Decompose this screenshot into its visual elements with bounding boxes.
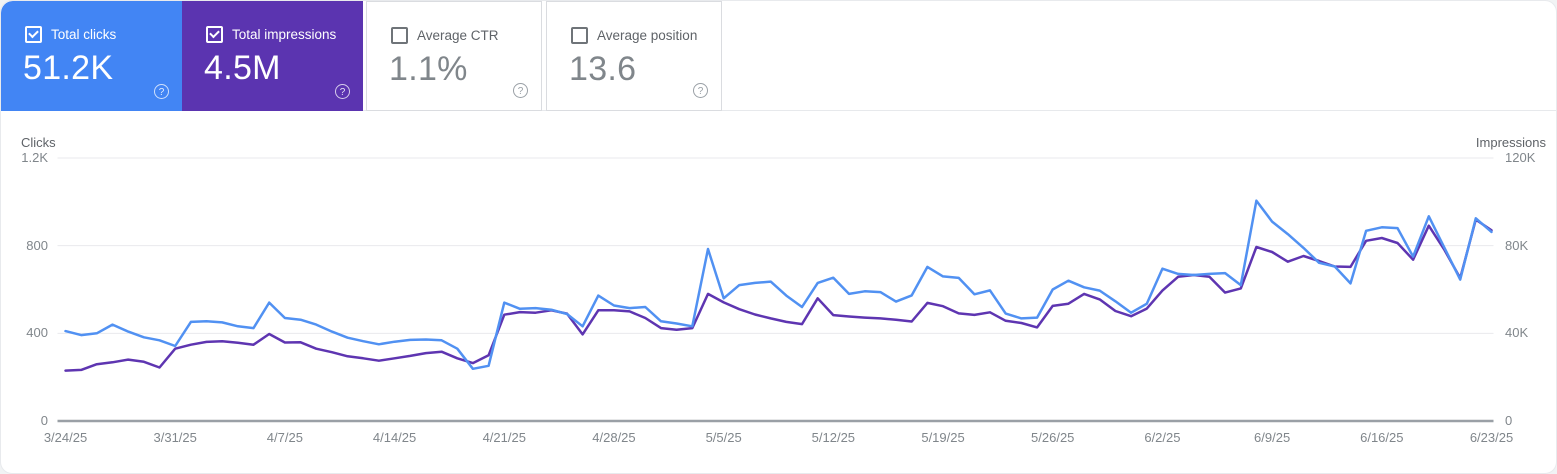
right-axis-tick: 40K (1505, 325, 1529, 341)
metric-card-total-clicks[interactable]: Total clicks 51.2K ? (1, 1, 182, 111)
right-axis-title: Impressions (1475, 135, 1546, 150)
metric-cards-row: Total clicks 51.2K ? Total impressions 4… (1, 1, 1556, 111)
x-axis-date-tick: 3/24/25 (43, 430, 88, 445)
x-axis-date-tick: 4/14/25 (372, 430, 417, 445)
average-position-checkbox[interactable] (571, 27, 588, 44)
left-axis-title: Clicks (21, 135, 56, 150)
metric-card-label: Total impressions (232, 27, 337, 42)
average-ctr-value: 1.1% (389, 50, 468, 88)
right-axis-tick: 0 (1505, 413, 1513, 428)
help-icon[interactable]: ? (335, 84, 350, 99)
right-axis-tick: 80K (1505, 237, 1529, 253)
total-impressions-checkbox[interactable] (206, 26, 223, 43)
left-axis-tick: 800 (26, 237, 48, 253)
x-axis-date-tick: 5/5/25 (705, 430, 742, 445)
x-axis-date-tick: 4/7/25 (266, 430, 303, 445)
metric-card-label: Total clicks (51, 27, 117, 42)
help-icon[interactable]: ? (154, 84, 169, 99)
help-icon[interactable]: ? (513, 83, 528, 98)
help-icon[interactable]: ? (693, 83, 708, 98)
x-axis-date-tick: 6/23/25 (1469, 430, 1514, 445)
x-axis-date-tick: 5/26/25 (1031, 430, 1075, 445)
left-axis-tick: 0 (40, 413, 48, 428)
x-axis-date-tick: 6/16/25 (1360, 430, 1404, 445)
total-impressions-value: 4.5M (204, 49, 281, 87)
x-axis-date-tick: 4/21/25 (482, 430, 526, 445)
metric-card-average-position[interactable]: Average position 13.6 ? (546, 1, 722, 111)
metric-card-label: Average CTR (417, 28, 499, 43)
average-position-value: 13.6 (569, 50, 637, 88)
impressions-line (64, 218, 1493, 372)
metric-card-total-impressions[interactable]: Total impressions 4.5M ? (182, 1, 363, 111)
x-axis-date-tick: 6/9/25 (1254, 430, 1291, 445)
left-axis-tick: 1.2K (21, 150, 48, 165)
right-axis-tick: 120K (1505, 150, 1536, 165)
left-axis-tick: 400 (26, 325, 48, 341)
clicks-line (64, 199, 1493, 371)
x-axis-date-tick: 5/12/25 (811, 430, 856, 445)
metric-card-label: Average position (597, 28, 698, 43)
total-clicks-value: 51.2K (23, 49, 114, 87)
x-axis-date-tick: 6/2/25 (1144, 430, 1181, 445)
x-axis-date-tick: 3/31/25 (153, 430, 197, 445)
x-axis-date-tick: 5/19/25 (921, 430, 965, 445)
metric-card-average-ctr[interactable]: Average CTR 1.1% ? (366, 1, 542, 111)
total-clicks-checkbox[interactable] (25, 26, 42, 43)
x-axis-date-tick: 4/28/25 (592, 430, 636, 445)
average-ctr-checkbox[interactable] (391, 27, 408, 44)
